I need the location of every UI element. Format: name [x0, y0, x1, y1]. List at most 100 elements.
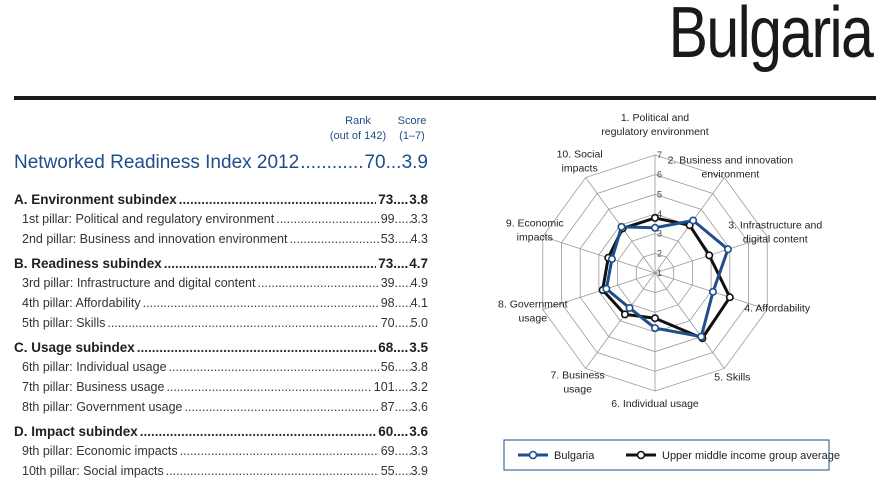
row-rank: 68: [378, 340, 394, 355]
axis-label: 4. Affordability: [744, 302, 811, 314]
axis-label: 1. Political and regulatory environment: [601, 112, 708, 138]
row-label: C. Usage subindex: [14, 340, 135, 355]
leader-dots: [393, 192, 409, 207]
row-score: 4.7: [409, 256, 428, 271]
axis-label: 9. Economic impacts: [506, 218, 564, 244]
leader-dots: [166, 464, 379, 478]
row-rank: 98: [380, 296, 395, 310]
legend-label: Upper middle income group average: [662, 450, 840, 462]
row-label: A. Environment subindex: [14, 192, 177, 207]
row-label: 3rd pillar: Infrastructure and digital c…: [22, 276, 256, 290]
legend-box: [503, 439, 830, 471]
data-point: [620, 310, 629, 319]
row-rank: 39: [380, 276, 395, 290]
data-point: [651, 324, 660, 333]
data-point: [617, 222, 626, 231]
leader-dots: [180, 444, 379, 458]
tick-label: 6: [657, 170, 662, 180]
leader-dots: [393, 256, 409, 271]
leader-dots: [164, 256, 376, 271]
row-rank: 55: [380, 464, 395, 478]
country-title: Bulgaria: [668, 0, 873, 73]
tick-label: 7: [657, 150, 662, 160]
row-score: 3.9: [410, 464, 428, 478]
axis-spoke: [654, 272, 725, 369]
tick-label: 1: [657, 268, 662, 278]
row-score: 5.0: [410, 316, 428, 330]
row-label: 4th pillar: Affordability: [22, 296, 141, 310]
rank-label: Rank: [345, 115, 371, 127]
row-label: 8th pillar: Government usage: [22, 400, 183, 414]
axis-label: 3. Infrastructure and digital content: [728, 220, 822, 246]
pillar-row: 9th pillar: Economic impacts 69 3.3: [14, 444, 428, 464]
leader-dots: [395, 296, 411, 310]
leader-dots: [300, 152, 363, 174]
row-score: 3.5: [409, 340, 428, 355]
score-label: Score: [397, 115, 427, 127]
row-score: 3.3: [410, 212, 428, 226]
axis-label: 5. Skills: [714, 371, 750, 383]
data-point: [651, 213, 660, 222]
pillar-row: 5th pillar: Skills 70 5.0: [14, 316, 428, 336]
row-label: D. Impact subindex: [14, 424, 138, 439]
row-label: 2nd pillar: Business and innovation envi…: [22, 232, 288, 246]
leader-dots: [386, 152, 402, 174]
row-rank: 73: [378, 192, 394, 207]
data-point: [725, 293, 734, 302]
leader-dots: [395, 232, 411, 246]
row-rank: 99: [380, 212, 395, 226]
leader-dots: [393, 424, 409, 439]
row-rank: 69: [380, 444, 395, 458]
title-rule: [14, 96, 876, 100]
row-label: B. Readiness subindex: [14, 256, 162, 271]
leader-dots: [185, 400, 379, 414]
data-point: [723, 245, 732, 254]
data-point: [607, 255, 616, 264]
pillar-row: 7th pillar: Business usage 101 3.2: [14, 380, 428, 400]
tick-label: 3: [657, 229, 662, 239]
legend-marker: [528, 450, 538, 460]
row-score: 3.3: [410, 444, 428, 458]
tick-label: 2: [657, 248, 662, 258]
row-score: 3.2: [410, 380, 428, 394]
legend-label: Bulgaria: [554, 450, 595, 462]
rank-column-header: Rank (out of 142): [322, 114, 394, 144]
nri-rank: 70: [364, 152, 386, 173]
leader-dots: [395, 276, 411, 290]
radar-svg: 1 2 3 4 5 6 7 1. Political and regulatory enviro…: [498, 112, 840, 471]
nri-label: Networked Readiness Index 2012: [14, 152, 300, 173]
row-label: 6th pillar: Individual usage: [22, 360, 167, 374]
leader-dots: [393, 340, 409, 355]
row-label: 9th pillar: Economic impacts: [22, 444, 178, 458]
row-rank: 70: [380, 316, 395, 330]
data-point: [697, 332, 706, 341]
row-score: 4.9: [410, 276, 428, 290]
axis-spoke: [542, 236, 656, 274]
axis-spoke: [585, 272, 656, 369]
row-rank: 60: [378, 424, 394, 439]
score-sublabel: (1–7): [399, 130, 425, 142]
tick-label: 5: [657, 189, 662, 199]
leader-dots: [395, 444, 411, 458]
score-column-header: Score (1–7): [390, 114, 434, 144]
leader-dots: [395, 212, 411, 226]
leader-dots: [395, 464, 411, 478]
axis-label: 2. Business and innovation environment: [668, 155, 794, 181]
row-score: 4.1: [410, 296, 428, 310]
subindex-row: A. Environment subindex 73 3.8: [14, 192, 428, 212]
leader-dots: [166, 380, 371, 394]
data-point: [708, 287, 717, 296]
row-rank: 73: [378, 256, 394, 271]
radar-chart: 1 2 3 4 5 6 7 1. Political and regulatory enviro…: [440, 108, 884, 488]
leader-dots: [143, 296, 379, 310]
row-score: 3.6: [410, 400, 428, 414]
axis-label: 6. Individual usage: [611, 398, 699, 410]
data-point: [651, 314, 660, 323]
data-point: [705, 251, 714, 260]
row-score: 3.8: [410, 360, 428, 374]
leader-dots: [179, 192, 376, 207]
subindex-row: B. Readiness subindex 73 4.7: [14, 256, 428, 276]
pillar-row: 4th pillar: Affordability 98 4.1: [14, 296, 428, 316]
pillar-row: 10th pillar: Social impacts 55 3.9: [14, 464, 428, 484]
leader-dots: [395, 380, 411, 394]
